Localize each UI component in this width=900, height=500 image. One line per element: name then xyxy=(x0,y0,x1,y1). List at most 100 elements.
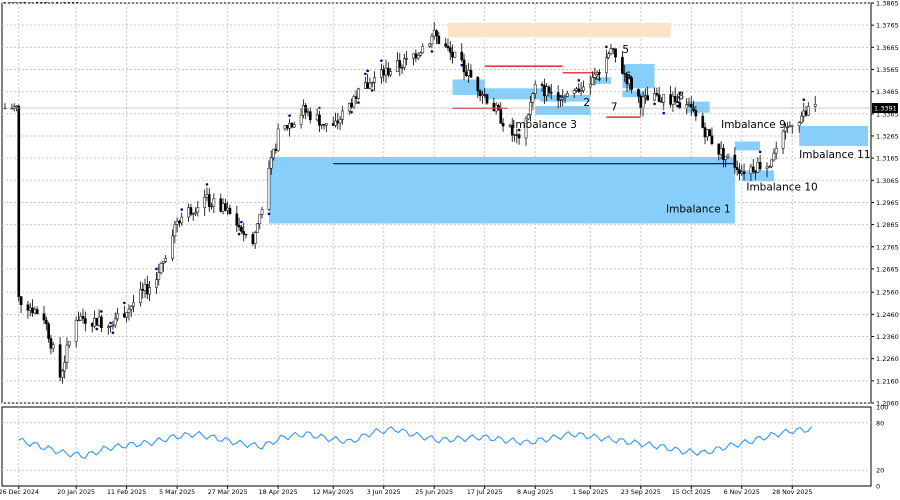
candle-body xyxy=(65,344,69,363)
candle-body xyxy=(660,101,663,103)
candle-body xyxy=(607,53,610,59)
candle-body xyxy=(543,85,546,97)
candle-body xyxy=(749,166,753,174)
imbalance-3-zone xyxy=(535,106,591,115)
candle-body xyxy=(366,82,369,89)
price-tick-label: 1.2260 xyxy=(876,355,899,363)
fractal-marker xyxy=(288,114,291,117)
fractal-marker xyxy=(678,91,682,95)
candle-body xyxy=(90,323,94,327)
candle-body xyxy=(290,123,294,128)
candle-body xyxy=(756,162,760,173)
candle-body xyxy=(352,96,356,108)
candle-body xyxy=(386,67,390,76)
candles xyxy=(3,22,817,384)
fractal-marker xyxy=(357,101,360,104)
candle-body xyxy=(205,194,209,198)
fractal-marker xyxy=(100,310,103,313)
candle-body xyxy=(111,324,115,327)
fractal-marker xyxy=(205,183,209,186)
imbalance-10-label: Imbalance 10 xyxy=(746,181,817,193)
candle-body xyxy=(772,152,776,161)
candle-body xyxy=(324,123,328,126)
candle-body xyxy=(106,326,110,329)
candle-body xyxy=(770,159,773,167)
price-tick-label: 1.2865 xyxy=(876,221,899,229)
fractal-marker xyxy=(380,59,383,62)
candle-body xyxy=(451,51,454,58)
time-tick-label: 8 Aug 2025 xyxy=(517,489,553,496)
candle-body xyxy=(44,319,48,325)
imbalance-9-label: Imbalance 9 xyxy=(721,119,786,131)
candle-body xyxy=(272,148,275,159)
label-5: 5 xyxy=(622,44,629,56)
candle-body xyxy=(623,73,627,75)
label-8: 8 xyxy=(677,90,684,102)
candle-body xyxy=(203,197,207,208)
candle-body xyxy=(269,157,273,169)
candle-body xyxy=(701,115,705,128)
candle-body xyxy=(556,92,560,101)
candle-body xyxy=(354,96,358,99)
candle-body xyxy=(191,213,195,215)
candle-body xyxy=(467,69,470,76)
time-tick-label: 11 Feb 2025 xyxy=(107,489,146,496)
small-zone xyxy=(622,90,646,98)
time-tick-label: 3 Jun 2025 xyxy=(367,489,401,496)
fractal-marker xyxy=(430,50,434,53)
candle-body xyxy=(338,119,342,124)
candle-body xyxy=(299,114,303,125)
candle-body xyxy=(673,95,677,102)
candle-body xyxy=(476,76,480,92)
fractal-marker xyxy=(350,110,353,114)
candle-body xyxy=(336,120,340,124)
fractal-marker xyxy=(370,89,374,92)
candle-body xyxy=(308,111,312,121)
candle-body xyxy=(196,207,200,213)
candle-body xyxy=(437,35,441,44)
current-price-label: 1.3391 xyxy=(874,105,897,113)
imbalance-3-label: Imbalance 3 xyxy=(512,119,577,131)
fractal-marker xyxy=(577,79,581,82)
time-tick-label: 25 Jun 2025 xyxy=(415,489,453,496)
candle-body xyxy=(219,198,223,212)
candle-body xyxy=(604,57,608,74)
candle-body xyxy=(621,56,624,74)
candle-body xyxy=(611,48,615,50)
candle-body xyxy=(662,94,666,103)
candle-body xyxy=(58,344,62,378)
candle-body xyxy=(212,198,216,207)
candle-body xyxy=(129,305,133,310)
fractal-marker xyxy=(109,321,112,325)
candle-body xyxy=(428,43,431,47)
candle-body xyxy=(331,123,335,126)
label-4: 4 xyxy=(595,73,602,85)
candle-body xyxy=(416,55,420,59)
time-tick-label: 28 Nov 2025 xyxy=(772,489,812,496)
fractal-marker xyxy=(267,212,271,216)
candle-body xyxy=(357,88,360,99)
candle-body xyxy=(742,171,746,174)
candle-body xyxy=(419,52,422,56)
label-6: 6 xyxy=(625,70,632,82)
candle-body xyxy=(15,105,18,108)
candle-body xyxy=(276,128,280,151)
price-tick-label: 1.3465 xyxy=(876,88,899,96)
fractal-marker xyxy=(802,98,806,102)
fractal-marker xyxy=(180,208,184,211)
candle-body xyxy=(322,124,326,126)
candle-body xyxy=(116,313,119,320)
candle-body xyxy=(687,104,691,106)
candle-body xyxy=(804,110,808,116)
candle-body xyxy=(253,232,257,244)
candle-body xyxy=(813,104,817,107)
candle-body xyxy=(235,213,239,226)
candle-body xyxy=(806,106,810,116)
candle-body xyxy=(719,148,723,155)
candle-body xyxy=(630,77,633,90)
candle-body xyxy=(389,71,392,76)
label-7: 7 xyxy=(611,101,618,113)
candle-body xyxy=(260,209,264,215)
fractal-marker xyxy=(758,150,762,154)
